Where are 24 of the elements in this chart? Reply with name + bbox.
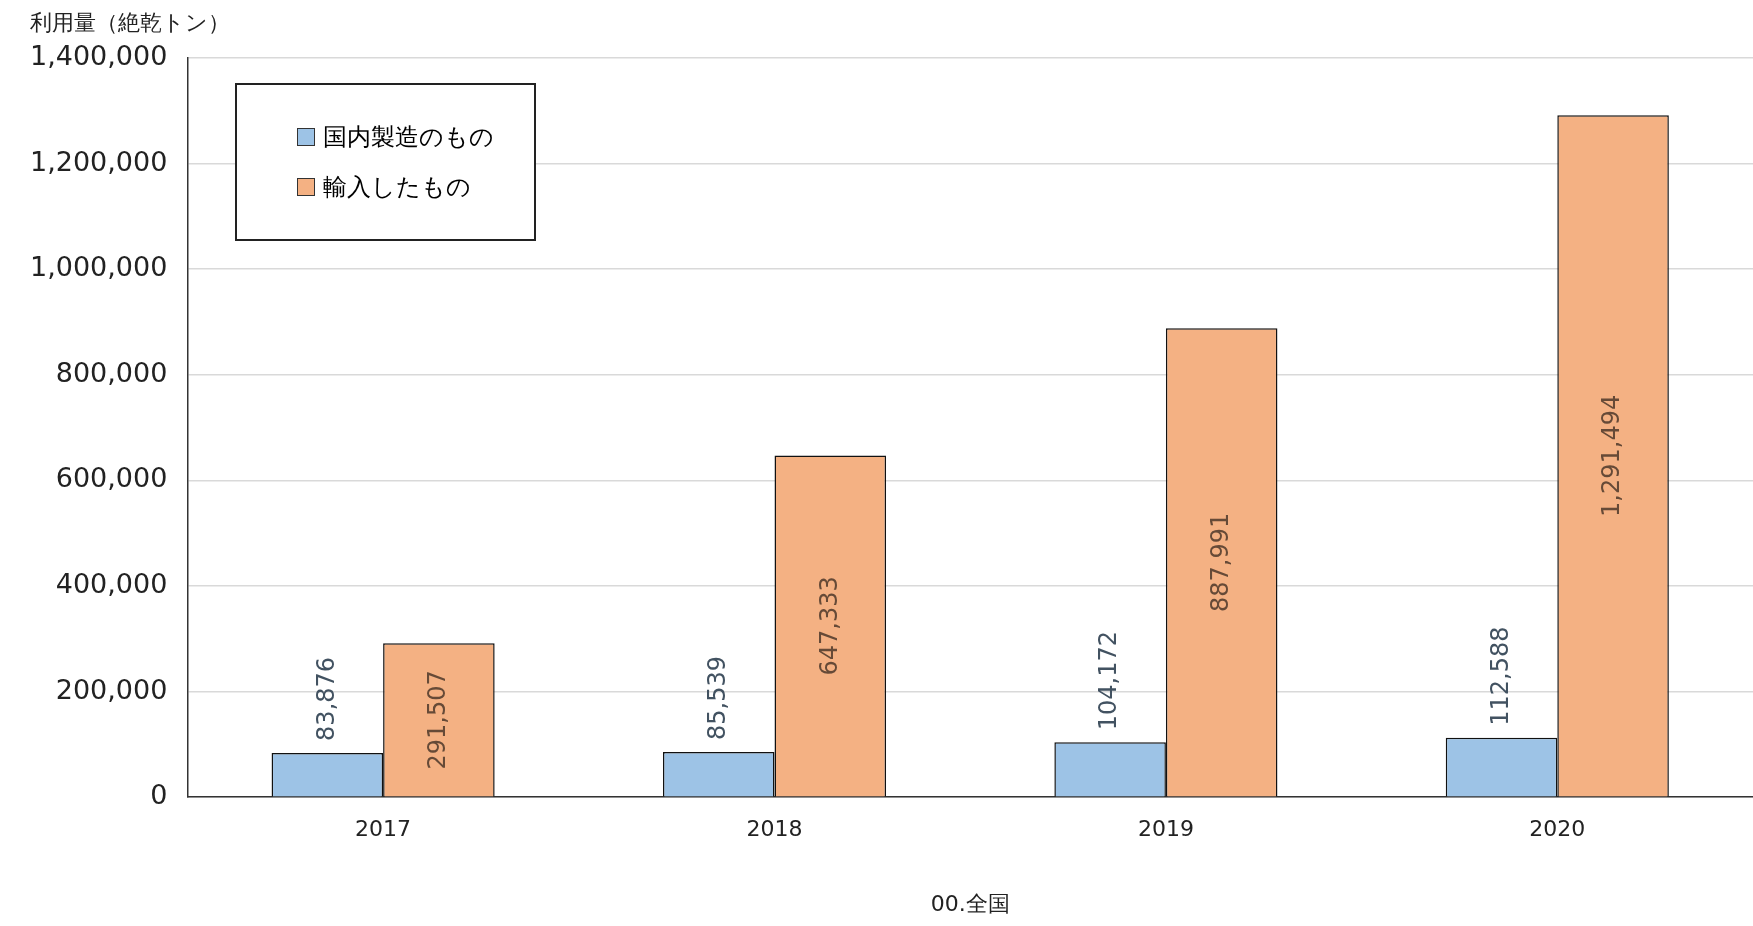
legend-label: 国内製造のもの	[323, 122, 495, 153]
data-label: 85,539	[702, 656, 731, 741]
y-tick-label: 1,000,000	[29, 251, 168, 283]
data-label: 104,172	[1094, 630, 1123, 731]
data-label: 291,507	[423, 670, 452, 770]
x-tick-label: 2019	[1137, 816, 1194, 842]
y-tick-label: 1,400,000	[29, 40, 168, 72]
data-label: 887,991	[1205, 512, 1234, 613]
y-tick-label: 200,000	[55, 673, 168, 705]
y-tick-label: 600,000	[55, 462, 168, 494]
data-label: 647,333	[814, 576, 843, 676]
legend-label: 輸入したもの	[323, 172, 472, 203]
y-tick-label: 0	[150, 779, 168, 811]
data-label: 112,588	[1485, 626, 1514, 726]
x-tick-label: 2018	[746, 816, 803, 842]
y-tick-label: 800,000	[55, 356, 168, 388]
y-axis-title: 利用量（絶乾トン）	[30, 9, 230, 37]
y-tick-label: 1,200,000	[29, 145, 168, 177]
x-axis-title: 00.全国	[930, 890, 1010, 916]
data-label: 83,876	[311, 656, 340, 741]
data-label: 1,291,494	[1597, 394, 1626, 517]
x-tick-label: 2017	[355, 816, 412, 842]
y-tick-label: 400,000	[55, 568, 168, 600]
x-tick-label: 2020	[1529, 816, 1586, 842]
